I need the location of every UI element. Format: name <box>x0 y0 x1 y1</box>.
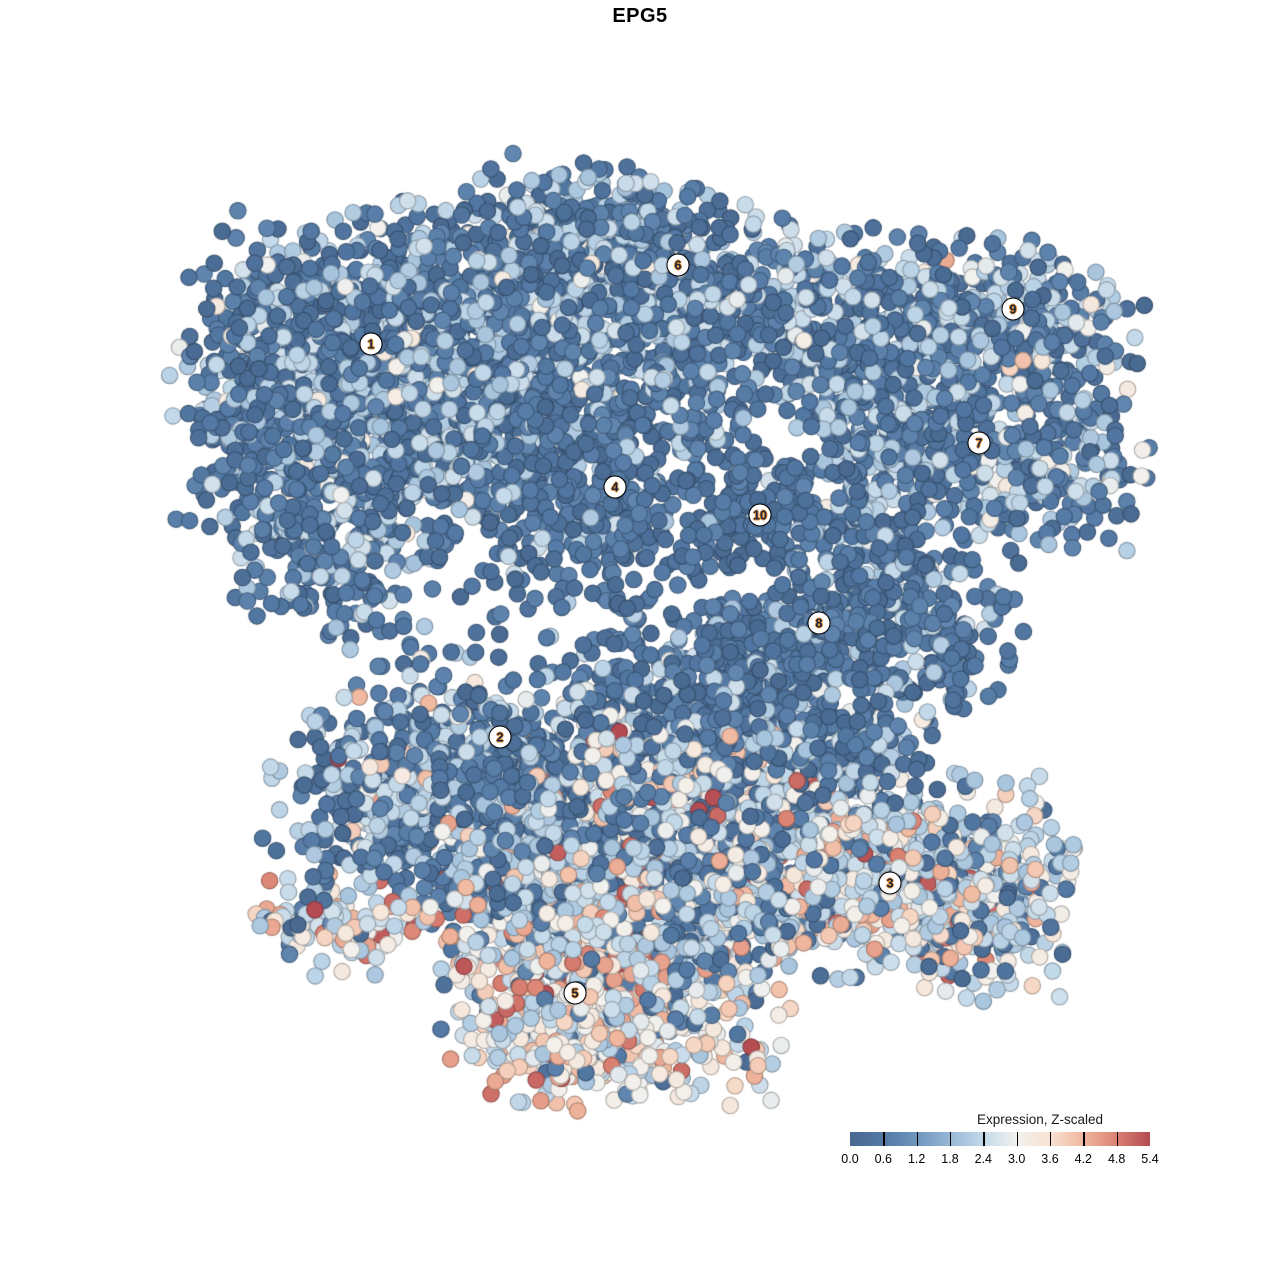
legend-tick-labels: 0.0 0.6 1.2 1.8 2.4 3.0 3.6 4.2 4.8 5.4 <box>841 1152 1158 1168</box>
legend-tick-label: 3.0 <box>1007 1152 1026 1166</box>
legend-tick-label: 2.4 <box>974 1152 993 1166</box>
legend-tick-label: 0.6 <box>874 1152 893 1166</box>
legend-tick-label: 4.8 <box>1107 1152 1126 1166</box>
legend-tick-label: 5.4 <box>1141 1152 1159 1166</box>
legend-colorbar <box>850 1132 1150 1146</box>
legend-tick-mark <box>950 1132 952 1146</box>
legend-tick-mark <box>916 1132 919 1146</box>
cluster-label-9: 9 <box>1001 297 1025 321</box>
legend-tick-label: 1.2 <box>907 1152 926 1166</box>
expression-legend: Expression, Z-scaled 0.0 0.6 1.2 1.8 2.4 3.0 3… <box>841 1110 1158 1170</box>
legend-tick-mark <box>983 1132 985 1146</box>
legend-tick-mark <box>1050 1132 1052 1146</box>
legend-tick-mark <box>883 1132 885 1146</box>
legend-tick-label: 0.0 <box>841 1152 859 1166</box>
legend-tick-label: 1.8 <box>941 1152 959 1166</box>
legend-tick-mark <box>1116 1132 1119 1146</box>
cluster-label-7: 7 <box>967 431 991 455</box>
cluster-label-2: 2 <box>488 725 512 749</box>
cluster-label-6: 6 <box>666 253 690 277</box>
legend-tick-label: 4.2 <box>1074 1152 1093 1166</box>
legend-tick-mark <box>1016 1132 1019 1146</box>
cluster-label-1: 1 <box>359 332 383 356</box>
cluster-label-5: 5 <box>563 981 587 1005</box>
legend-tick-label: 3.6 <box>1041 1152 1059 1166</box>
cluster-label-10: 10 <box>748 503 772 527</box>
cluster-label-3: 3 <box>878 871 902 895</box>
legend-title: Expression, Z-scaled <box>976 1112 1104 1127</box>
legend-tick-mark <box>1083 1132 1085 1146</box>
cluster-label-8: 8 <box>807 611 831 635</box>
cluster-label-4: 4 <box>603 475 627 499</box>
